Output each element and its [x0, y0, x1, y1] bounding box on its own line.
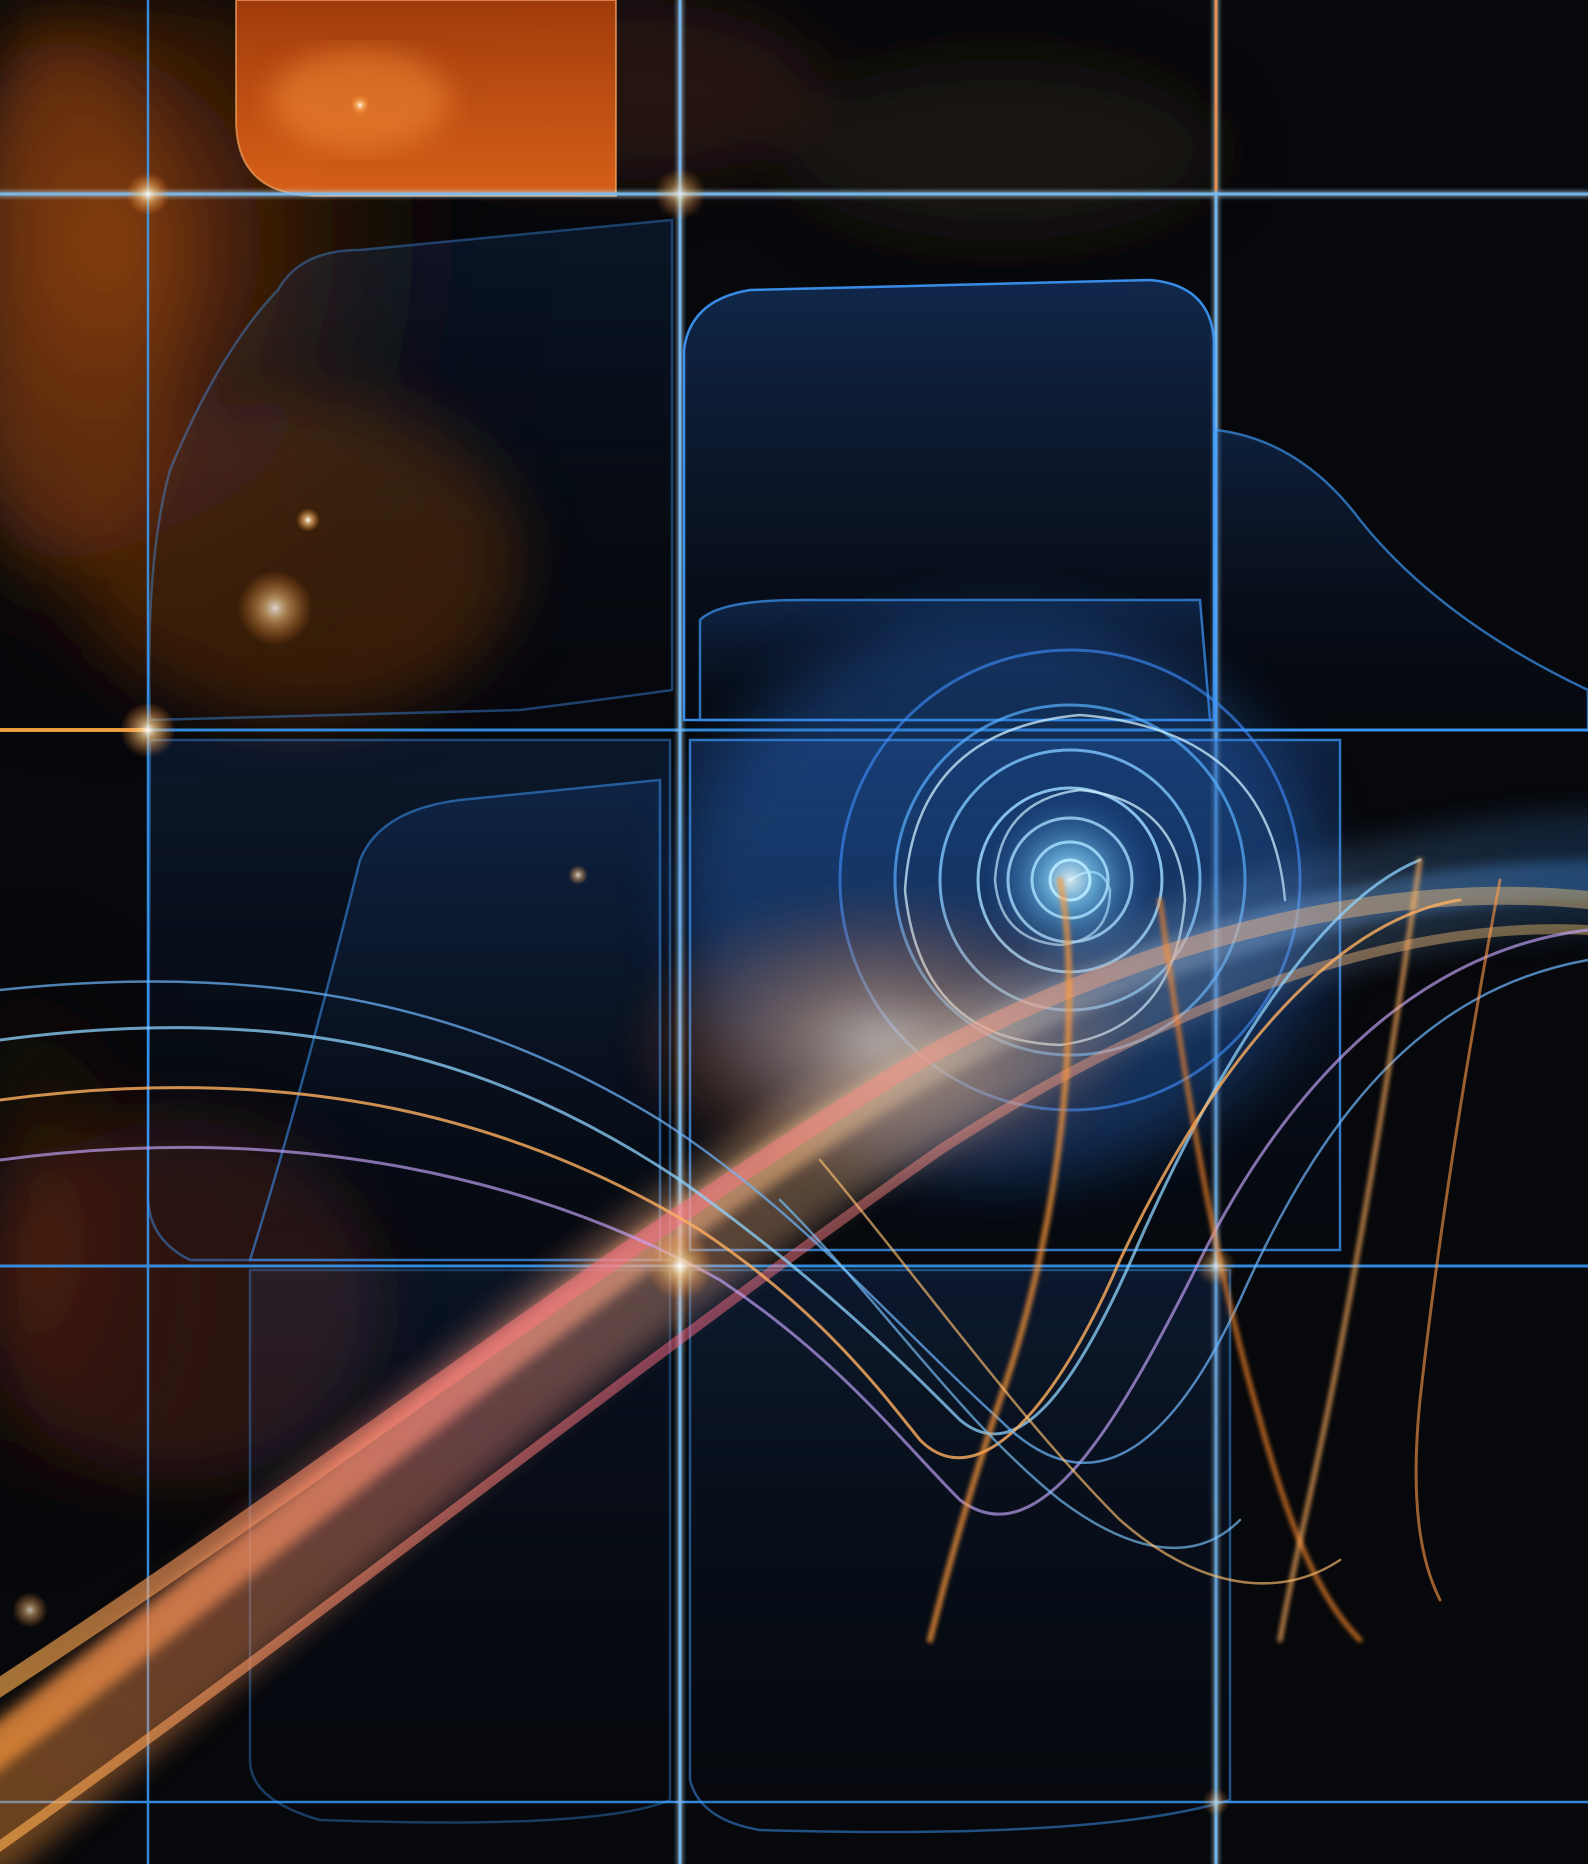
light-ribbons: [0, 810, 1588, 1864]
warm-glow: [620, 890, 1140, 1190]
orange-tile: [235, 0, 617, 197]
sparkles: [12, 95, 1236, 1816]
